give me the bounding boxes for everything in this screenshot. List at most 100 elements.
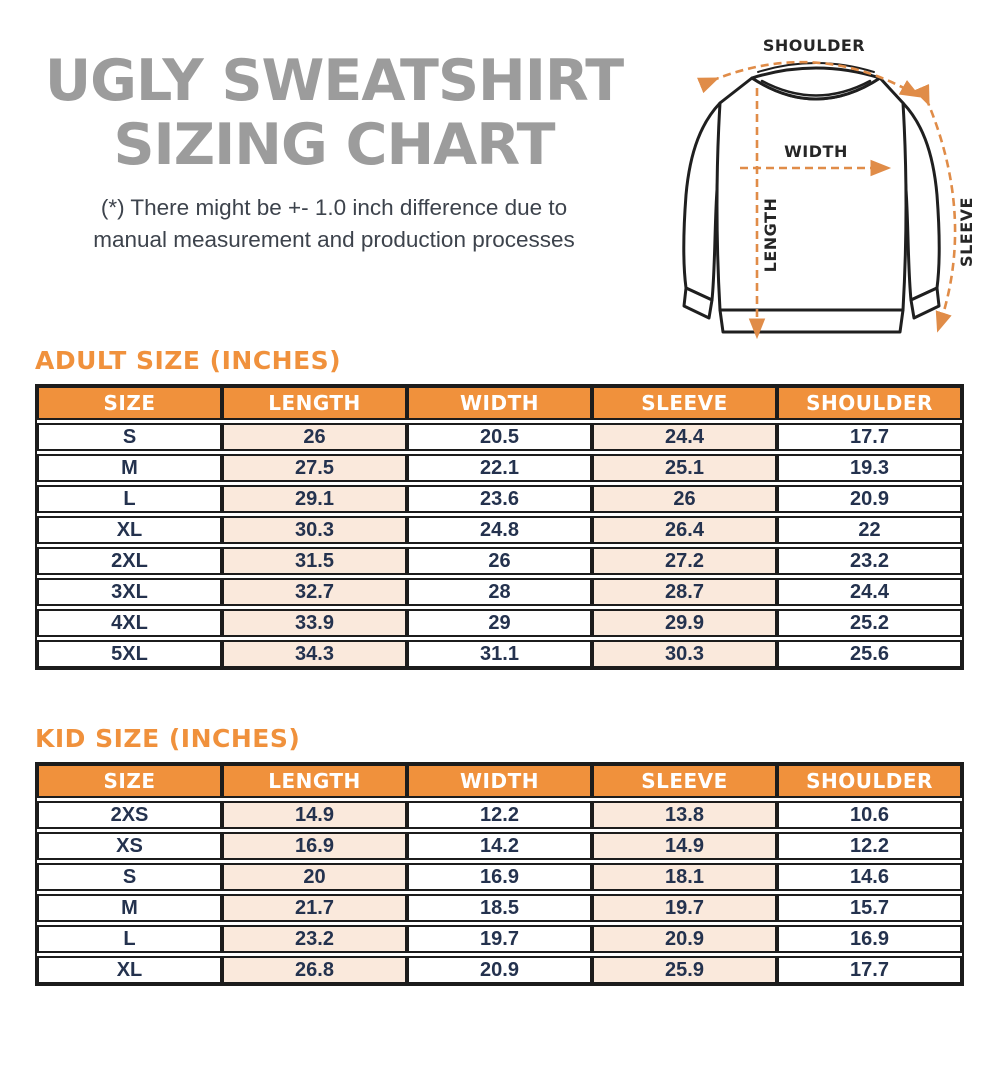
measurement-cell: 26 — [222, 423, 407, 451]
column-header-shoulder: SHOULDER — [777, 386, 962, 420]
measurement-cell: 33.9 — [222, 609, 407, 637]
table-row: S 26 20.5 24.4 17.7 — [37, 423, 962, 451]
size-cell: 5XL — [37, 640, 222, 668]
measurement-cell: 12.2 — [407, 801, 592, 829]
diagram-shoulder-label: SHOULDER — [763, 36, 865, 55]
table-row: S 20 16.9 18.1 14.6 — [37, 863, 962, 891]
table-row: 2XS 14.9 12.2 13.8 10.6 — [37, 801, 962, 829]
table-row: L 29.1 23.6 26 20.9 — [37, 485, 962, 513]
measurement-cell: 29 — [407, 609, 592, 637]
table-row: M 27.5 22.1 25.1 19.3 — [37, 454, 962, 482]
measurement-cell: 13.8 — [592, 801, 777, 829]
measurement-cell: 14.6 — [777, 863, 962, 891]
measurement-cell: 29.9 — [592, 609, 777, 637]
tolerance-note-line1: (*) There might be +- 1.0 inch differenc… — [100, 194, 568, 220]
measurement-cell: 27.5 — [222, 454, 407, 482]
measurement-cell: 20.5 — [407, 423, 592, 451]
measurement-cell: 19.7 — [407, 925, 592, 953]
measurement-cell: 16.9 — [222, 832, 407, 860]
measurement-cell: 24.8 — [407, 516, 592, 544]
table-row: 2XL 31.5 26 27.2 23.2 — [37, 547, 962, 575]
measurement-cell: 20 — [222, 863, 407, 891]
table-row: 3XL 32.7 28 28.7 24.4 — [37, 578, 962, 606]
column-header-shoulder: SHOULDER — [777, 764, 962, 798]
size-cell: M — [37, 454, 222, 482]
adult-section-title: ADULT SIZE (INCHES) — [35, 346, 342, 375]
measurement-cell: 29.1 — [222, 485, 407, 513]
table-row: L 23.2 19.7 20.9 16.9 — [37, 925, 962, 953]
measurement-cell: 20.9 — [777, 485, 962, 513]
measurement-cell: 24.4 — [592, 423, 777, 451]
measurement-cell: 30.3 — [222, 516, 407, 544]
column-header-size: SIZE — [37, 386, 222, 420]
measurement-cell: 27.2 — [592, 547, 777, 575]
sweatshirt-diagram-svg: SHOULDER WIDTH LENGTH SLEEVE — [682, 36, 976, 340]
diagram-length-label: LENGTH — [761, 198, 780, 273]
tolerance-note-line2: manual measurement and production proces… — [93, 227, 575, 253]
tolerance-note: (*) There might be +- 1.0 inch differenc… — [0, 192, 668, 257]
measurement-cell: 14.2 — [407, 832, 592, 860]
size-cell: XS — [37, 832, 222, 860]
measurement-cell: 25.9 — [592, 956, 777, 984]
column-header-sleeve: SLEEVE — [592, 764, 777, 798]
measurement-cell: 26.8 — [222, 956, 407, 984]
adult-size-table: SIZE LENGTH WIDTH SLEEVE SHOULDER S 26 20.5 24.… — [37, 383, 962, 671]
measurement-cell: 23.6 — [407, 485, 592, 513]
measurement-cell: 14.9 — [592, 832, 777, 860]
size-cell: 4XL — [37, 609, 222, 637]
sleeve-arrow-line — [913, 83, 957, 333]
column-header-size: SIZE — [37, 764, 222, 798]
measurement-lines — [697, 60, 957, 340]
size-cell: 2XL — [37, 547, 222, 575]
column-header-length: LENGTH — [222, 764, 407, 798]
shoulder-arrow-line — [697, 60, 921, 98]
measurement-cell: 34.3 — [222, 640, 407, 668]
measurement-cell: 26 — [592, 485, 777, 513]
measurement-cell: 32.7 — [222, 578, 407, 606]
table-row: 4XL 33.9 29 29.9 25.2 — [37, 609, 962, 637]
title-block: UGLY SWEATSHIRT SIZING CHART (*) There m… — [0, 48, 668, 257]
measurement-cell: 15.7 — [777, 894, 962, 922]
measurement-cell: 19.7 — [592, 894, 777, 922]
adult-size-table-wrapper: SIZE LENGTH WIDTH SLEEVE SHOULDER S 26 20.5 24.… — [35, 384, 964, 670]
measurement-cell: 18.1 — [592, 863, 777, 891]
measurement-cell: 16.9 — [777, 925, 962, 953]
measurement-cell: 19.3 — [777, 454, 962, 482]
measurement-cell: 22 — [777, 516, 962, 544]
size-cell: 2XS — [37, 801, 222, 829]
page-title-line1: UGLY SWEATSHIRT — [44, 48, 624, 114]
kid-size-table: SIZE LENGTH WIDTH SLEEVE SHOULDER 2XS 14.9 12.… — [37, 761, 962, 987]
size-cell: XL — [37, 956, 222, 984]
measurement-cell: 28.7 — [592, 578, 777, 606]
page-title: UGLY SWEATSHIRT SIZING CHART — [0, 48, 668, 178]
table-row: 5XL 34.3 31.1 30.3 25.6 — [37, 640, 962, 668]
sweatshirt-measurement-diagram: SHOULDER WIDTH LENGTH SLEEVE — [676, 20, 1000, 354]
measurement-cell: 21.7 — [222, 894, 407, 922]
measurement-cell: 24.4 — [777, 578, 962, 606]
size-cell: L — [37, 485, 222, 513]
measurement-cell: 20.9 — [407, 956, 592, 984]
kid-size-table-wrapper: SIZE LENGTH WIDTH SLEEVE SHOULDER 2XS 14.9 12.… — [35, 762, 964, 986]
measurement-cell: 25.1 — [592, 454, 777, 482]
table-row: XS 16.9 14.2 14.9 12.2 — [37, 832, 962, 860]
measurement-cell: 23.2 — [777, 547, 962, 575]
diagram-width-label: WIDTH — [784, 142, 848, 161]
table-row: M 21.7 18.5 19.7 15.7 — [37, 894, 962, 922]
table-row: XL 30.3 24.8 26.4 22 — [37, 516, 962, 544]
measurement-cell: 25.6 — [777, 640, 962, 668]
kid-header-row: SIZE LENGTH WIDTH SLEEVE SHOULDER — [37, 764, 962, 798]
size-cell: M — [37, 894, 222, 922]
measurement-cell: 12.2 — [777, 832, 962, 860]
measurement-cell: 26 — [407, 547, 592, 575]
table-row: XL 26.8 20.9 25.9 17.7 — [37, 956, 962, 984]
size-cell: L — [37, 925, 222, 953]
measurement-cell: 30.3 — [592, 640, 777, 668]
measurement-cell: 10.6 — [777, 801, 962, 829]
column-header-width: WIDTH — [407, 386, 592, 420]
measurement-cell: 31.1 — [407, 640, 592, 668]
column-header-width: WIDTH — [407, 764, 592, 798]
diagram-sleeve-label: SLEEVE — [957, 197, 976, 267]
size-cell: S — [37, 423, 222, 451]
measurement-cell: 18.5 — [407, 894, 592, 922]
measurement-cell: 25.2 — [777, 609, 962, 637]
